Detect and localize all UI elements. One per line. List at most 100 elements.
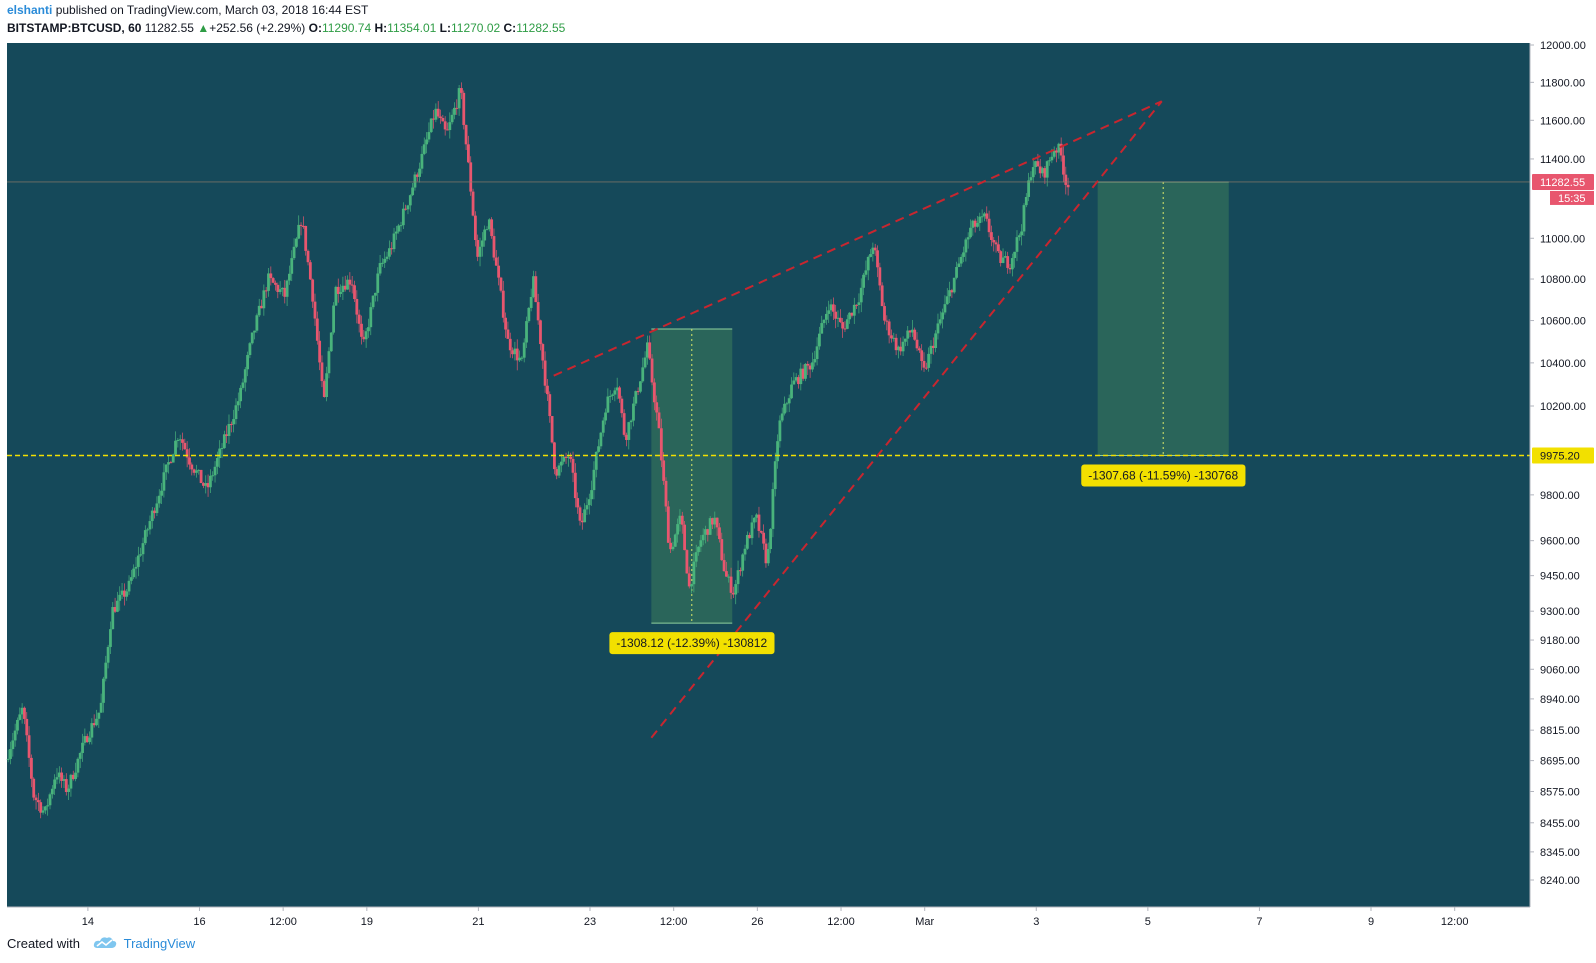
candle-body[interactable] <box>290 258 294 274</box>
candle-body[interactable] <box>632 403 635 421</box>
candle-body[interactable] <box>641 367 645 382</box>
candle-body[interactable] <box>750 522 754 539</box>
candle-body[interactable] <box>869 254 872 257</box>
candle-body[interactable] <box>76 758 80 773</box>
candle-body[interactable] <box>225 434 229 436</box>
candle-body[interactable] <box>1031 167 1035 178</box>
candle-body[interactable] <box>1034 161 1037 168</box>
candle-body[interactable] <box>606 396 610 413</box>
candle-body[interactable] <box>539 320 542 345</box>
candle-body[interactable] <box>404 208 408 210</box>
candle-body[interactable] <box>962 252 965 257</box>
candle-body[interactable] <box>418 168 421 177</box>
candle-body[interactable] <box>271 278 275 283</box>
candle-body[interactable] <box>434 108 438 120</box>
candle-body[interactable] <box>169 462 173 464</box>
candle-body[interactable] <box>629 420 633 423</box>
candle-body[interactable] <box>422 144 426 154</box>
candle-body[interactable] <box>615 387 619 391</box>
candle-body[interactable] <box>971 220 975 228</box>
candle-body[interactable] <box>27 735 31 758</box>
candle-body[interactable] <box>718 527 721 540</box>
candle-body[interactable] <box>778 420 782 442</box>
candle-body[interactable] <box>95 718 98 726</box>
candle-body[interactable] <box>548 394 552 417</box>
candle-body[interactable] <box>60 772 64 781</box>
candle-body[interactable] <box>118 594 122 601</box>
candle-body[interactable] <box>824 313 828 320</box>
candle-body[interactable] <box>343 285 347 290</box>
candle-body[interactable] <box>787 398 791 404</box>
candle-body[interactable] <box>374 292 377 296</box>
candle-body[interactable] <box>924 367 928 369</box>
candle-body[interactable] <box>155 503 159 514</box>
candle-body[interactable] <box>794 377 798 381</box>
candle-body[interactable] <box>580 520 584 523</box>
candle-body[interactable] <box>687 573 691 587</box>
candle-body[interactable] <box>611 394 614 396</box>
candle-body[interactable] <box>1003 256 1007 258</box>
candle-body[interactable] <box>267 273 270 291</box>
candle-body[interactable] <box>371 295 375 308</box>
candle-body[interactable] <box>367 327 370 332</box>
candle-body[interactable] <box>659 428 663 461</box>
candle-body[interactable] <box>306 250 310 263</box>
candle-body[interactable] <box>88 737 91 743</box>
candle-body[interactable] <box>583 509 587 523</box>
candle-body[interactable] <box>822 319 826 324</box>
candle-body[interactable] <box>520 357 524 359</box>
candle-body[interactable] <box>543 360 547 386</box>
candle-body[interactable] <box>276 284 280 292</box>
candle-body[interactable] <box>564 456 568 458</box>
candle-body[interactable] <box>499 277 503 291</box>
candle-body[interactable] <box>427 132 431 140</box>
candle-body[interactable] <box>164 464 168 473</box>
candle-body[interactable] <box>385 256 389 259</box>
candle-body[interactable] <box>845 319 849 329</box>
candle-body[interactable] <box>292 246 296 259</box>
candle-body[interactable] <box>1050 156 1054 161</box>
candle-body[interactable] <box>504 317 508 330</box>
candle-body[interactable] <box>99 702 103 713</box>
candle-body[interactable] <box>1013 251 1017 259</box>
candle-body[interactable] <box>883 306 886 321</box>
candle-body[interactable] <box>518 357 521 361</box>
candle-body[interactable] <box>167 462 170 465</box>
candle-body[interactable] <box>897 346 900 351</box>
candle-body[interactable] <box>501 290 505 318</box>
candle-body[interactable] <box>67 788 70 792</box>
candle-body[interactable] <box>990 232 993 240</box>
candle-body[interactable] <box>364 331 368 340</box>
candle-body[interactable] <box>497 265 501 278</box>
candle-body[interactable] <box>738 570 742 572</box>
candle-body[interactable] <box>938 319 942 324</box>
candle-body[interactable] <box>671 546 675 550</box>
candle-body[interactable] <box>246 355 249 370</box>
candle-body[interactable] <box>813 359 817 363</box>
candle-body[interactable] <box>569 456 573 459</box>
candle-body[interactable] <box>708 518 712 535</box>
plot-area[interactable] <box>7 43 1530 907</box>
candle-body[interactable] <box>792 380 796 385</box>
symbol-name[interactable]: BITSTAMP:BTCUSD, 60 <box>7 21 142 35</box>
candle-body[interactable] <box>390 248 394 250</box>
candle-body[interactable] <box>566 456 570 458</box>
candle-body[interactable] <box>950 290 954 293</box>
candle-body[interactable] <box>536 302 540 321</box>
candle-body[interactable] <box>597 446 600 452</box>
candle-body[interactable] <box>880 285 884 307</box>
candle-body[interactable] <box>487 219 491 230</box>
candle-body[interactable] <box>308 262 312 280</box>
candle-body[interactable] <box>399 225 403 227</box>
candle-body[interactable] <box>281 287 284 290</box>
candle-body[interactable] <box>176 439 180 441</box>
candle-body[interactable] <box>125 591 129 597</box>
candle-body[interactable] <box>329 332 333 352</box>
candle-body[interactable] <box>71 774 75 780</box>
candle-body[interactable] <box>1038 166 1042 174</box>
candle-body[interactable] <box>18 714 22 720</box>
candle-body[interactable] <box>890 335 893 339</box>
candle-body[interactable] <box>1064 174 1068 185</box>
candle-body[interactable] <box>485 229 489 231</box>
candle-body[interactable] <box>1057 143 1061 153</box>
